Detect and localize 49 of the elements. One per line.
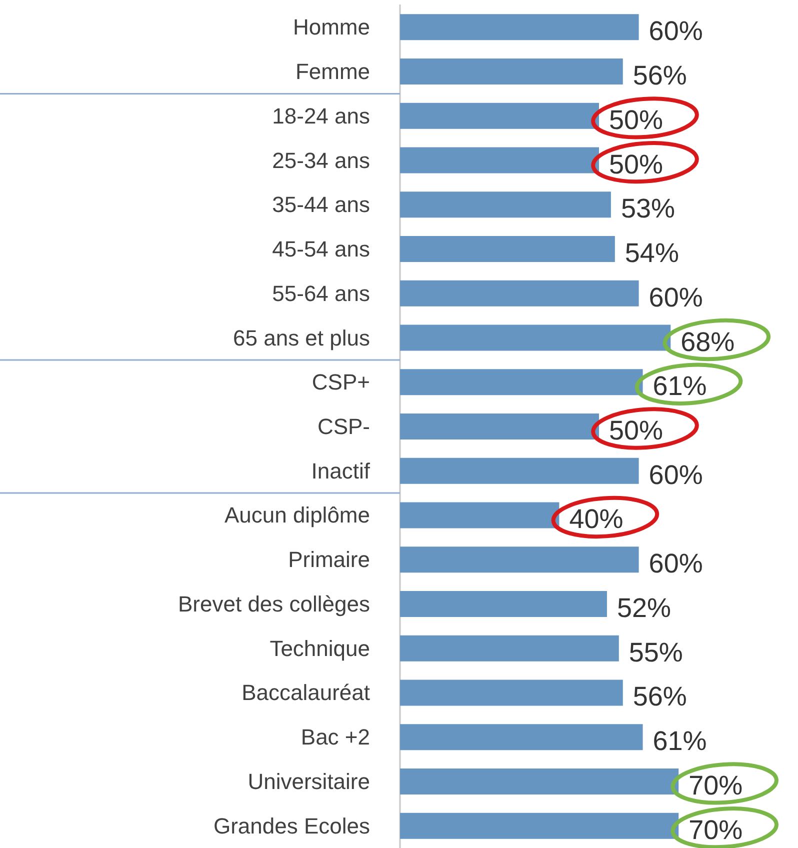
y-tick-label: 35-44 ans xyxy=(272,192,370,218)
data-label: 50% xyxy=(609,104,664,135)
bar xyxy=(400,192,611,218)
bar xyxy=(400,236,615,262)
y-tick-label: Inactif xyxy=(311,458,371,484)
y-tick-label: Primaire xyxy=(288,547,370,572)
y-tick-label: 18-24 ans xyxy=(272,103,370,128)
y-tick-label: Brevet des collèges xyxy=(178,591,370,616)
data-label: 55% xyxy=(628,637,683,668)
y-tick-label: Baccalauréat xyxy=(242,680,370,706)
bar xyxy=(400,458,639,484)
y-tick-label: Bac +2 xyxy=(300,724,370,750)
bar xyxy=(400,280,639,306)
data-label: 61% xyxy=(652,726,707,756)
y-tick-label: Technique xyxy=(270,636,370,661)
bar xyxy=(400,546,639,573)
y-tick-label: CSP+ xyxy=(312,370,370,395)
y-tick-label: CSP- xyxy=(317,414,370,439)
bar xyxy=(400,724,643,750)
data-label: 50% xyxy=(609,416,664,446)
data-label: 50% xyxy=(609,149,664,180)
bar xyxy=(400,58,623,85)
data-label: 70% xyxy=(688,814,743,845)
bar xyxy=(400,14,639,40)
data-label: 40% xyxy=(569,504,624,534)
data-label: 52% xyxy=(616,592,672,623)
y-tick-label: Femme xyxy=(295,59,370,84)
y-tick-label: Aucun diplôme xyxy=(224,502,370,528)
data-label: 60% xyxy=(648,282,703,312)
y-tick-label: 55-64 ans xyxy=(272,280,370,306)
y-tick-label: 65 ans et plus xyxy=(233,325,370,350)
data-label: 61% xyxy=(652,371,707,402)
data-label: 54% xyxy=(624,238,679,268)
bar xyxy=(400,680,623,706)
bar xyxy=(400,635,619,662)
y-tick-label: Grandes Ecoles xyxy=(213,813,370,838)
data-label: 70% xyxy=(688,770,743,800)
data-label: 56% xyxy=(632,682,687,712)
data-label: 60% xyxy=(648,460,703,490)
data-label: 60% xyxy=(648,16,703,46)
y-tick-label: Homme xyxy=(292,14,370,40)
data-label: 68% xyxy=(680,326,735,357)
data-label: 60% xyxy=(648,548,703,579)
y-tick-label: 25-34 ans xyxy=(272,148,370,173)
data-label: 53% xyxy=(620,194,675,224)
y-tick-label: Universitaire xyxy=(248,768,370,794)
y-tick-label: 45-54 ans xyxy=(272,236,370,262)
data-label: 56% xyxy=(632,60,687,91)
bar xyxy=(400,590,607,617)
